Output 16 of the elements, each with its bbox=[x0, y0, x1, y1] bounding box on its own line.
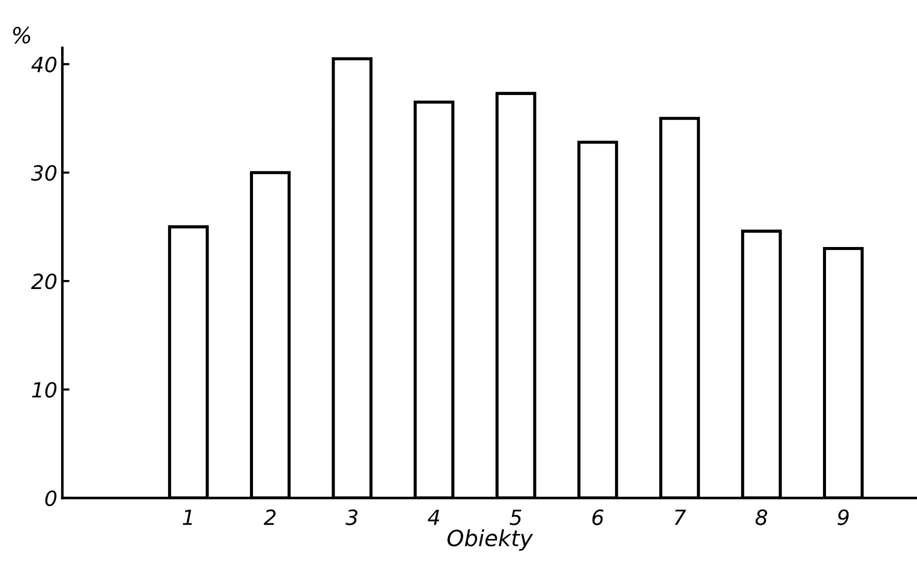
x-tick-label: 2 bbox=[264, 509, 276, 525]
y-tick-label: 40 bbox=[31, 56, 56, 72]
x-axis-title: Obiekty bbox=[447, 529, 534, 551]
x-tick-label: 3 bbox=[346, 509, 358, 526]
y-tick-label: 10 bbox=[32, 382, 56, 398]
y-tick-label: 30 bbox=[31, 165, 56, 181]
x-tick-label: 8 bbox=[756, 509, 768, 526]
x-tick-label: 9 bbox=[838, 509, 849, 526]
x-tick-label: 1 bbox=[182, 510, 192, 525]
x-tick-label: 4 bbox=[428, 510, 440, 525]
y-axis-title: % bbox=[13, 26, 30, 44]
y-tick-label: 20 bbox=[31, 274, 56, 290]
x-tick-label: 7 bbox=[674, 510, 686, 525]
x-tick-label: 6 bbox=[592, 509, 604, 526]
y-tick-label: 0 bbox=[45, 490, 56, 506]
x-tick-label: 5 bbox=[510, 510, 522, 526]
